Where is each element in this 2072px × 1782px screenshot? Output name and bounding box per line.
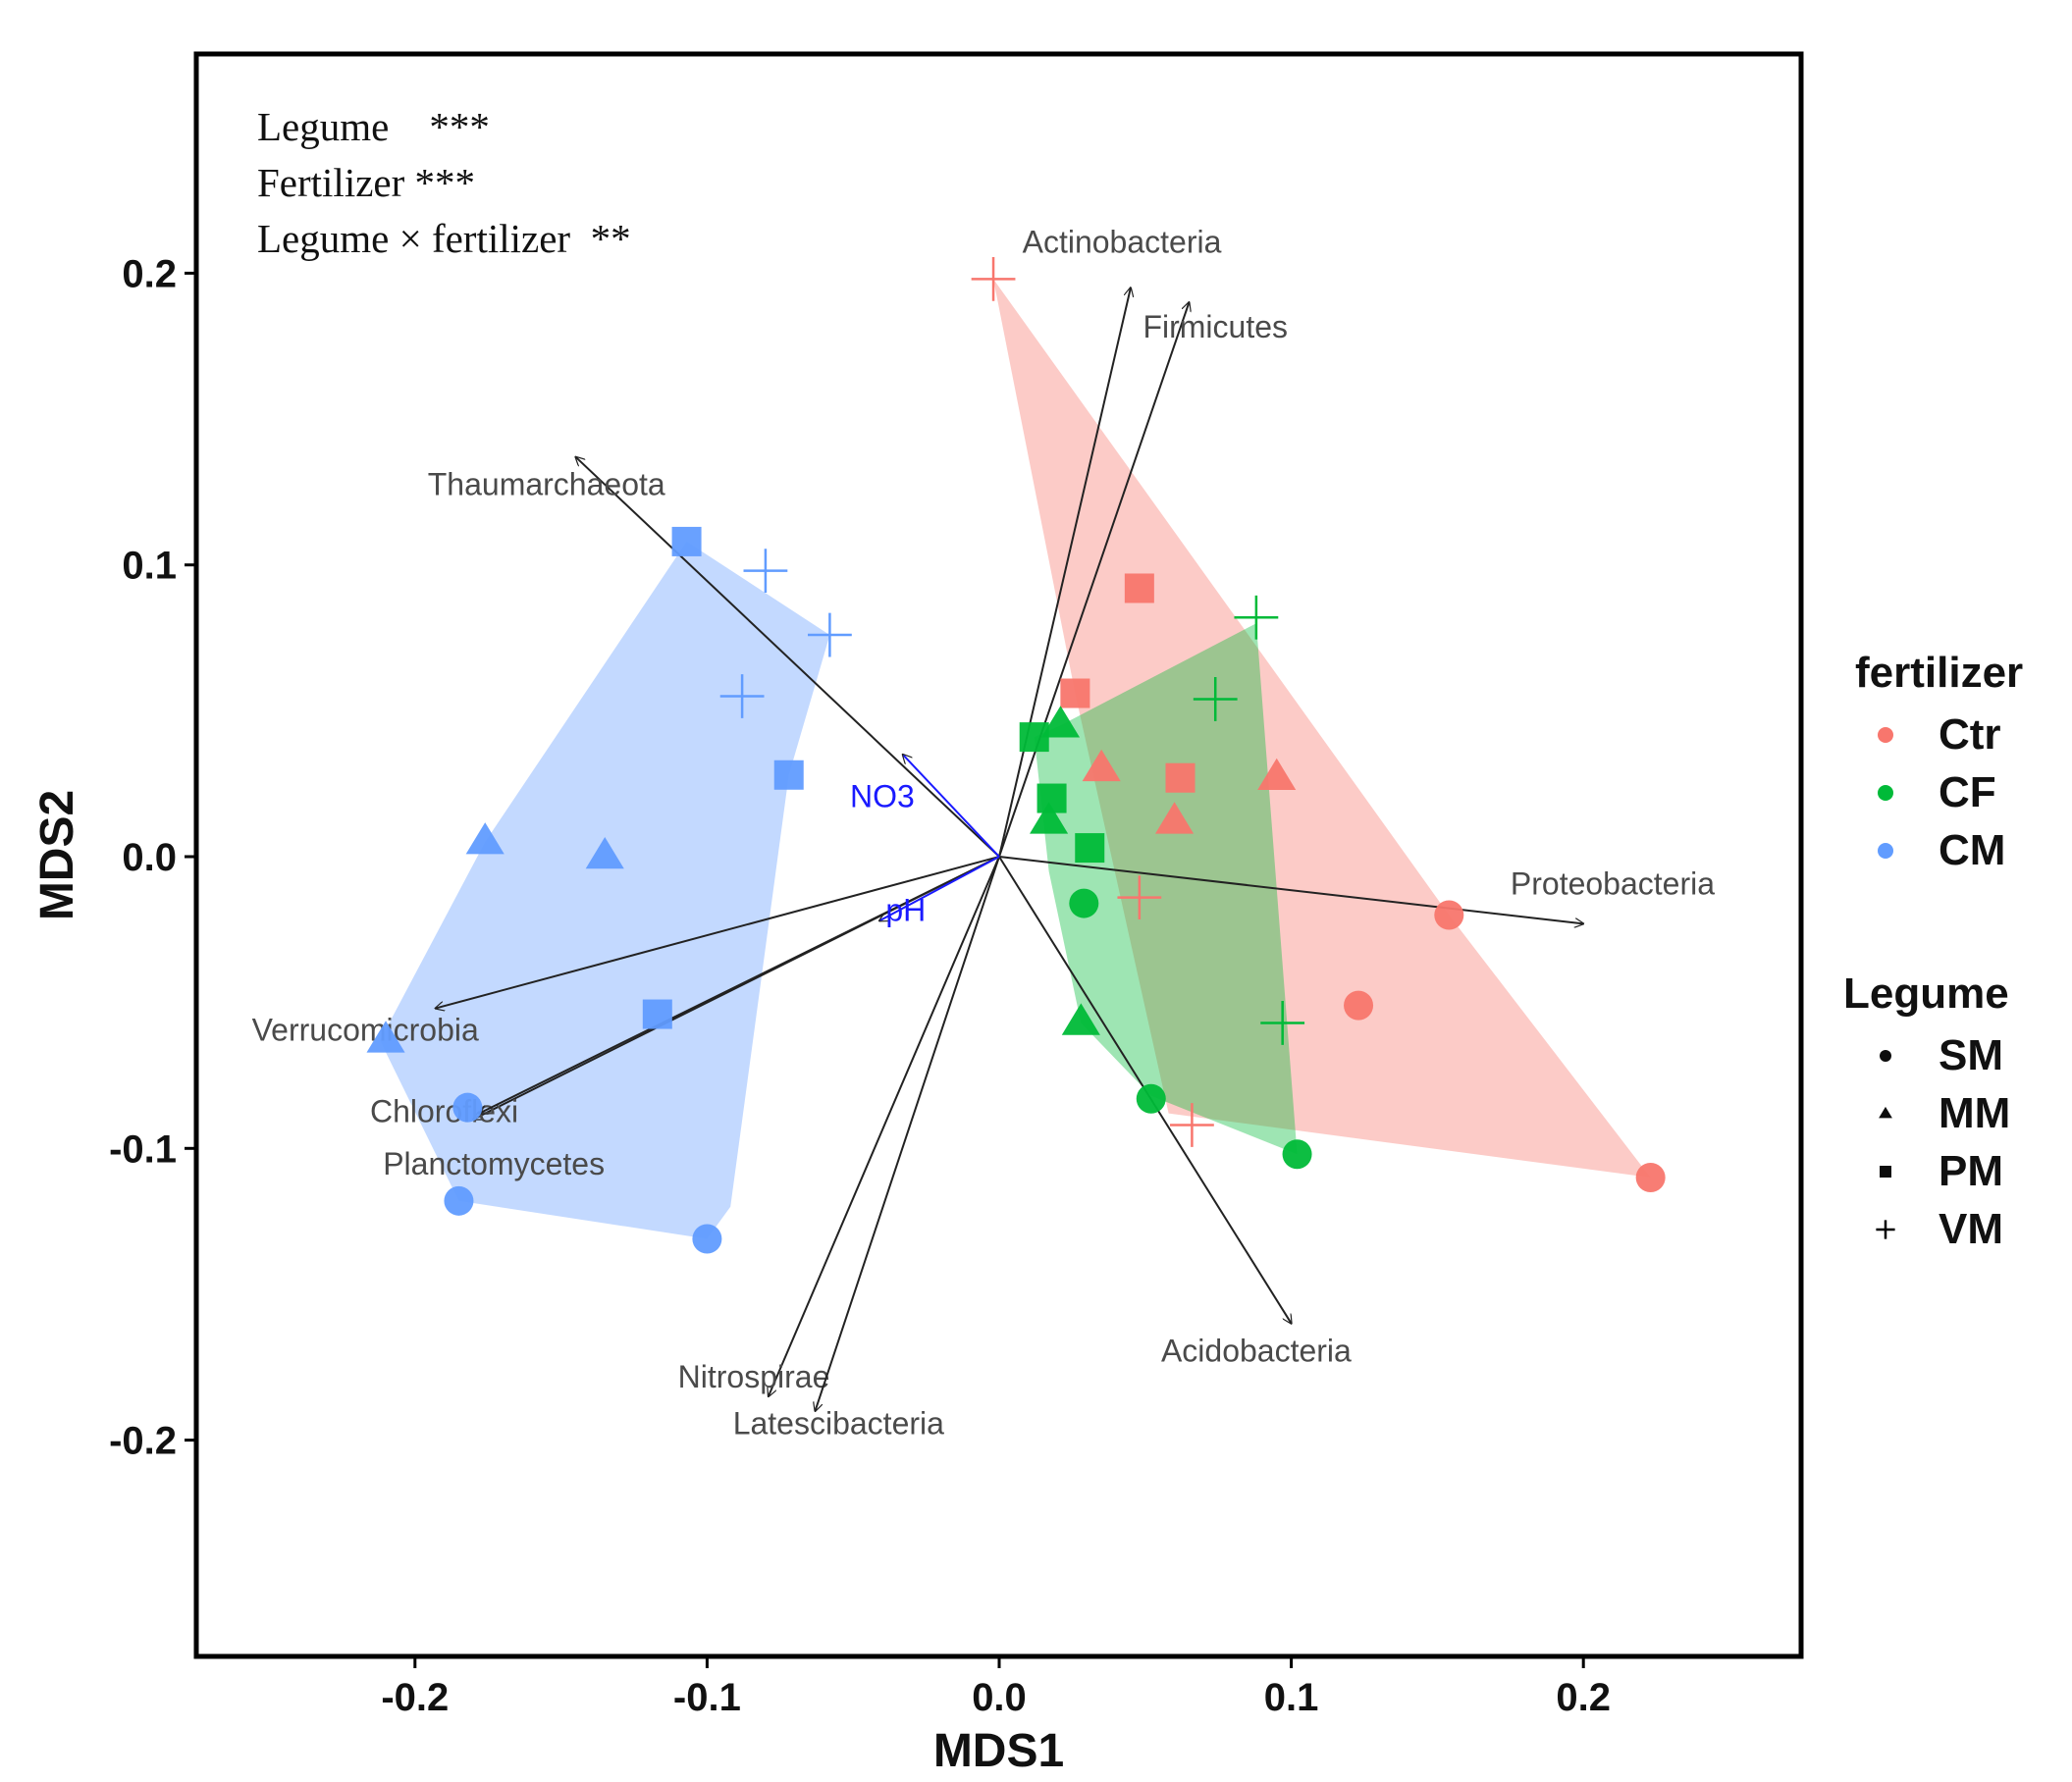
arrow-label-ph: pH <box>885 892 926 927</box>
x-tick-label: 0.2 <box>1556 1676 1611 1719</box>
point-cf-sm <box>1282 1139 1312 1170</box>
legend-label-cf: CF <box>1939 768 1996 816</box>
point-ctr-sm <box>1635 1163 1666 1193</box>
arrow-no3 <box>903 755 1000 858</box>
point-cf-sm <box>1136 1083 1166 1114</box>
arrow-label-latescibacteria: Latescibacteria <box>733 1406 944 1441</box>
point-cf-pm <box>1075 833 1105 864</box>
point-ctr-pm <box>1124 573 1154 603</box>
point-cf-mm <box>1061 1003 1100 1035</box>
hulls-layer <box>380 279 1651 1239</box>
y-tick-label: 0.0 <box>122 836 177 879</box>
legend-key-mm <box>1879 1106 1892 1119</box>
legend-label-ctr: Ctr <box>1939 710 2001 759</box>
arrow-label-firmicutes: Firmicutes <box>1142 309 1288 344</box>
point-cf-vm <box>1234 595 1279 640</box>
legend-key-vm <box>1876 1220 1895 1239</box>
significance-annotations: Legume *** Fertilizer *** Legume × fertili… <box>257 104 631 261</box>
point-cm-mm <box>465 822 505 855</box>
x-tick-label: 0.1 <box>1264 1676 1319 1719</box>
point-ctr-sm <box>1434 900 1464 930</box>
legend-key-sm <box>1880 1050 1891 1062</box>
arrow-label-verrucomicrobia: Verrucomicrobia <box>252 1012 479 1047</box>
x-axis-title: MDS1 <box>933 1725 1064 1777</box>
point-ctr-pm <box>1165 762 1195 793</box>
point-ctr-vm <box>1117 875 1162 920</box>
arrow-actinobacteria <box>998 288 1131 858</box>
point-cm-vm <box>807 612 852 657</box>
point-ctr-mm <box>1155 802 1195 834</box>
point-cm-mm <box>366 1021 405 1053</box>
legend-key-cf <box>1878 785 1893 801</box>
point-cm-pm <box>671 526 702 556</box>
y-tick-label: 0.1 <box>122 545 177 588</box>
x-tick-label: -0.1 <box>673 1676 741 1719</box>
point-cf-vm <box>1260 1001 1305 1045</box>
legend-title-legume: Legume <box>1843 970 2009 1018</box>
arrow-label-actinobacteria: Actinobacteria <box>1023 225 1222 260</box>
legend-key-pm <box>1880 1166 1891 1178</box>
legend: fertilizer Ctr CF CM Legume SM MM PM VM <box>1843 649 2023 1253</box>
y-tick-label: 0.2 <box>122 252 177 295</box>
arrow-proteobacteria <box>998 856 1583 923</box>
arrow-latescibacteria <box>816 856 1000 1411</box>
significance-line: Legume *** <box>257 104 490 149</box>
point-cm-vm <box>743 549 788 594</box>
point-ctr-sm <box>1344 990 1374 1021</box>
arrow-label-proteobacteria: Proteobacteria <box>1511 866 1715 902</box>
point-cm-sm <box>444 1185 474 1216</box>
point-ctr-vm <box>971 256 1016 301</box>
arrow-label-nitrospirae: Nitrospirae <box>678 1359 830 1394</box>
arrow-label-no3: NO3 <box>850 778 915 813</box>
arrow-verrucomicrobia <box>436 856 1000 1009</box>
point-cf-pm <box>1036 783 1067 813</box>
point-cf-vm <box>1193 677 1238 721</box>
legend-label-vm: VM <box>1939 1205 2003 1253</box>
point-cf-mm <box>1040 706 1081 738</box>
x-tick-label: 0.0 <box>972 1676 1027 1719</box>
y-tick-label: -0.1 <box>109 1127 177 1171</box>
legend-key-cm <box>1878 843 1893 859</box>
point-cm-pm <box>642 999 672 1029</box>
x-tick-label: -0.2 <box>381 1676 449 1719</box>
arrow-label-acidobacteria: Acidobacteria <box>1161 1333 1352 1368</box>
hull-cm <box>380 541 830 1239</box>
significance-line: Fertilizer *** <box>257 160 475 205</box>
legend-label-cm: CM <box>1939 826 2005 874</box>
arrow-label-planctomycetes: Planctomycetes <box>383 1146 605 1181</box>
point-ctr-vm <box>1170 1103 1214 1147</box>
point-ctr-mm <box>1082 749 1121 782</box>
legend-key-ctr <box>1878 727 1893 743</box>
legend-title-fertilizer: fertilizer <box>1855 649 2023 697</box>
axes-layer: -0.2 -0.1 0.0 0.1 0.2 -0.2 -0.1 0.0 0.1 0.2 MDS1 MD… <box>31 252 1611 1777</box>
point-cm-sm <box>452 1092 483 1123</box>
point-cf-mm <box>1030 802 1069 834</box>
arrow-planctomycetes <box>479 856 1000 1114</box>
point-cf-pm <box>1019 722 1049 753</box>
arrow-ph <box>879 856 1000 920</box>
arrow-firmicutes <box>998 302 1189 858</box>
arrow-nitrospirae <box>769 856 1000 1396</box>
arrow-thaumarchaeota <box>575 457 1000 858</box>
point-cm-sm <box>692 1224 722 1254</box>
legend-label-pm: PM <box>1939 1147 2003 1195</box>
point-ctr-mm <box>1257 758 1297 791</box>
point-cm-vm <box>719 674 765 718</box>
point-cm-mm <box>585 836 624 869</box>
points-layer <box>366 256 1666 1254</box>
arrow-label-thaumarchaeota: Thaumarchaeota <box>428 466 665 501</box>
arrows-layer: Actinobacteria Firmicutes Thaumarchaeota Pr… <box>252 225 1716 1441</box>
point-cm-pm <box>773 760 804 790</box>
y-tick-label: -0.2 <box>109 1420 177 1463</box>
point-cf-sm <box>1069 888 1099 918</box>
significance-line: Legume × fertilizer ** <box>257 216 631 261</box>
hull-ctr <box>993 279 1651 1178</box>
legend-label-sm: SM <box>1939 1031 2003 1079</box>
legend-label-mm: MM <box>1939 1089 2010 1137</box>
point-ctr-pm <box>1060 678 1090 708</box>
y-axis-title: MDS2 <box>31 790 83 920</box>
arrow-label-chloroflexi: Chloroflexi <box>370 1094 518 1129</box>
